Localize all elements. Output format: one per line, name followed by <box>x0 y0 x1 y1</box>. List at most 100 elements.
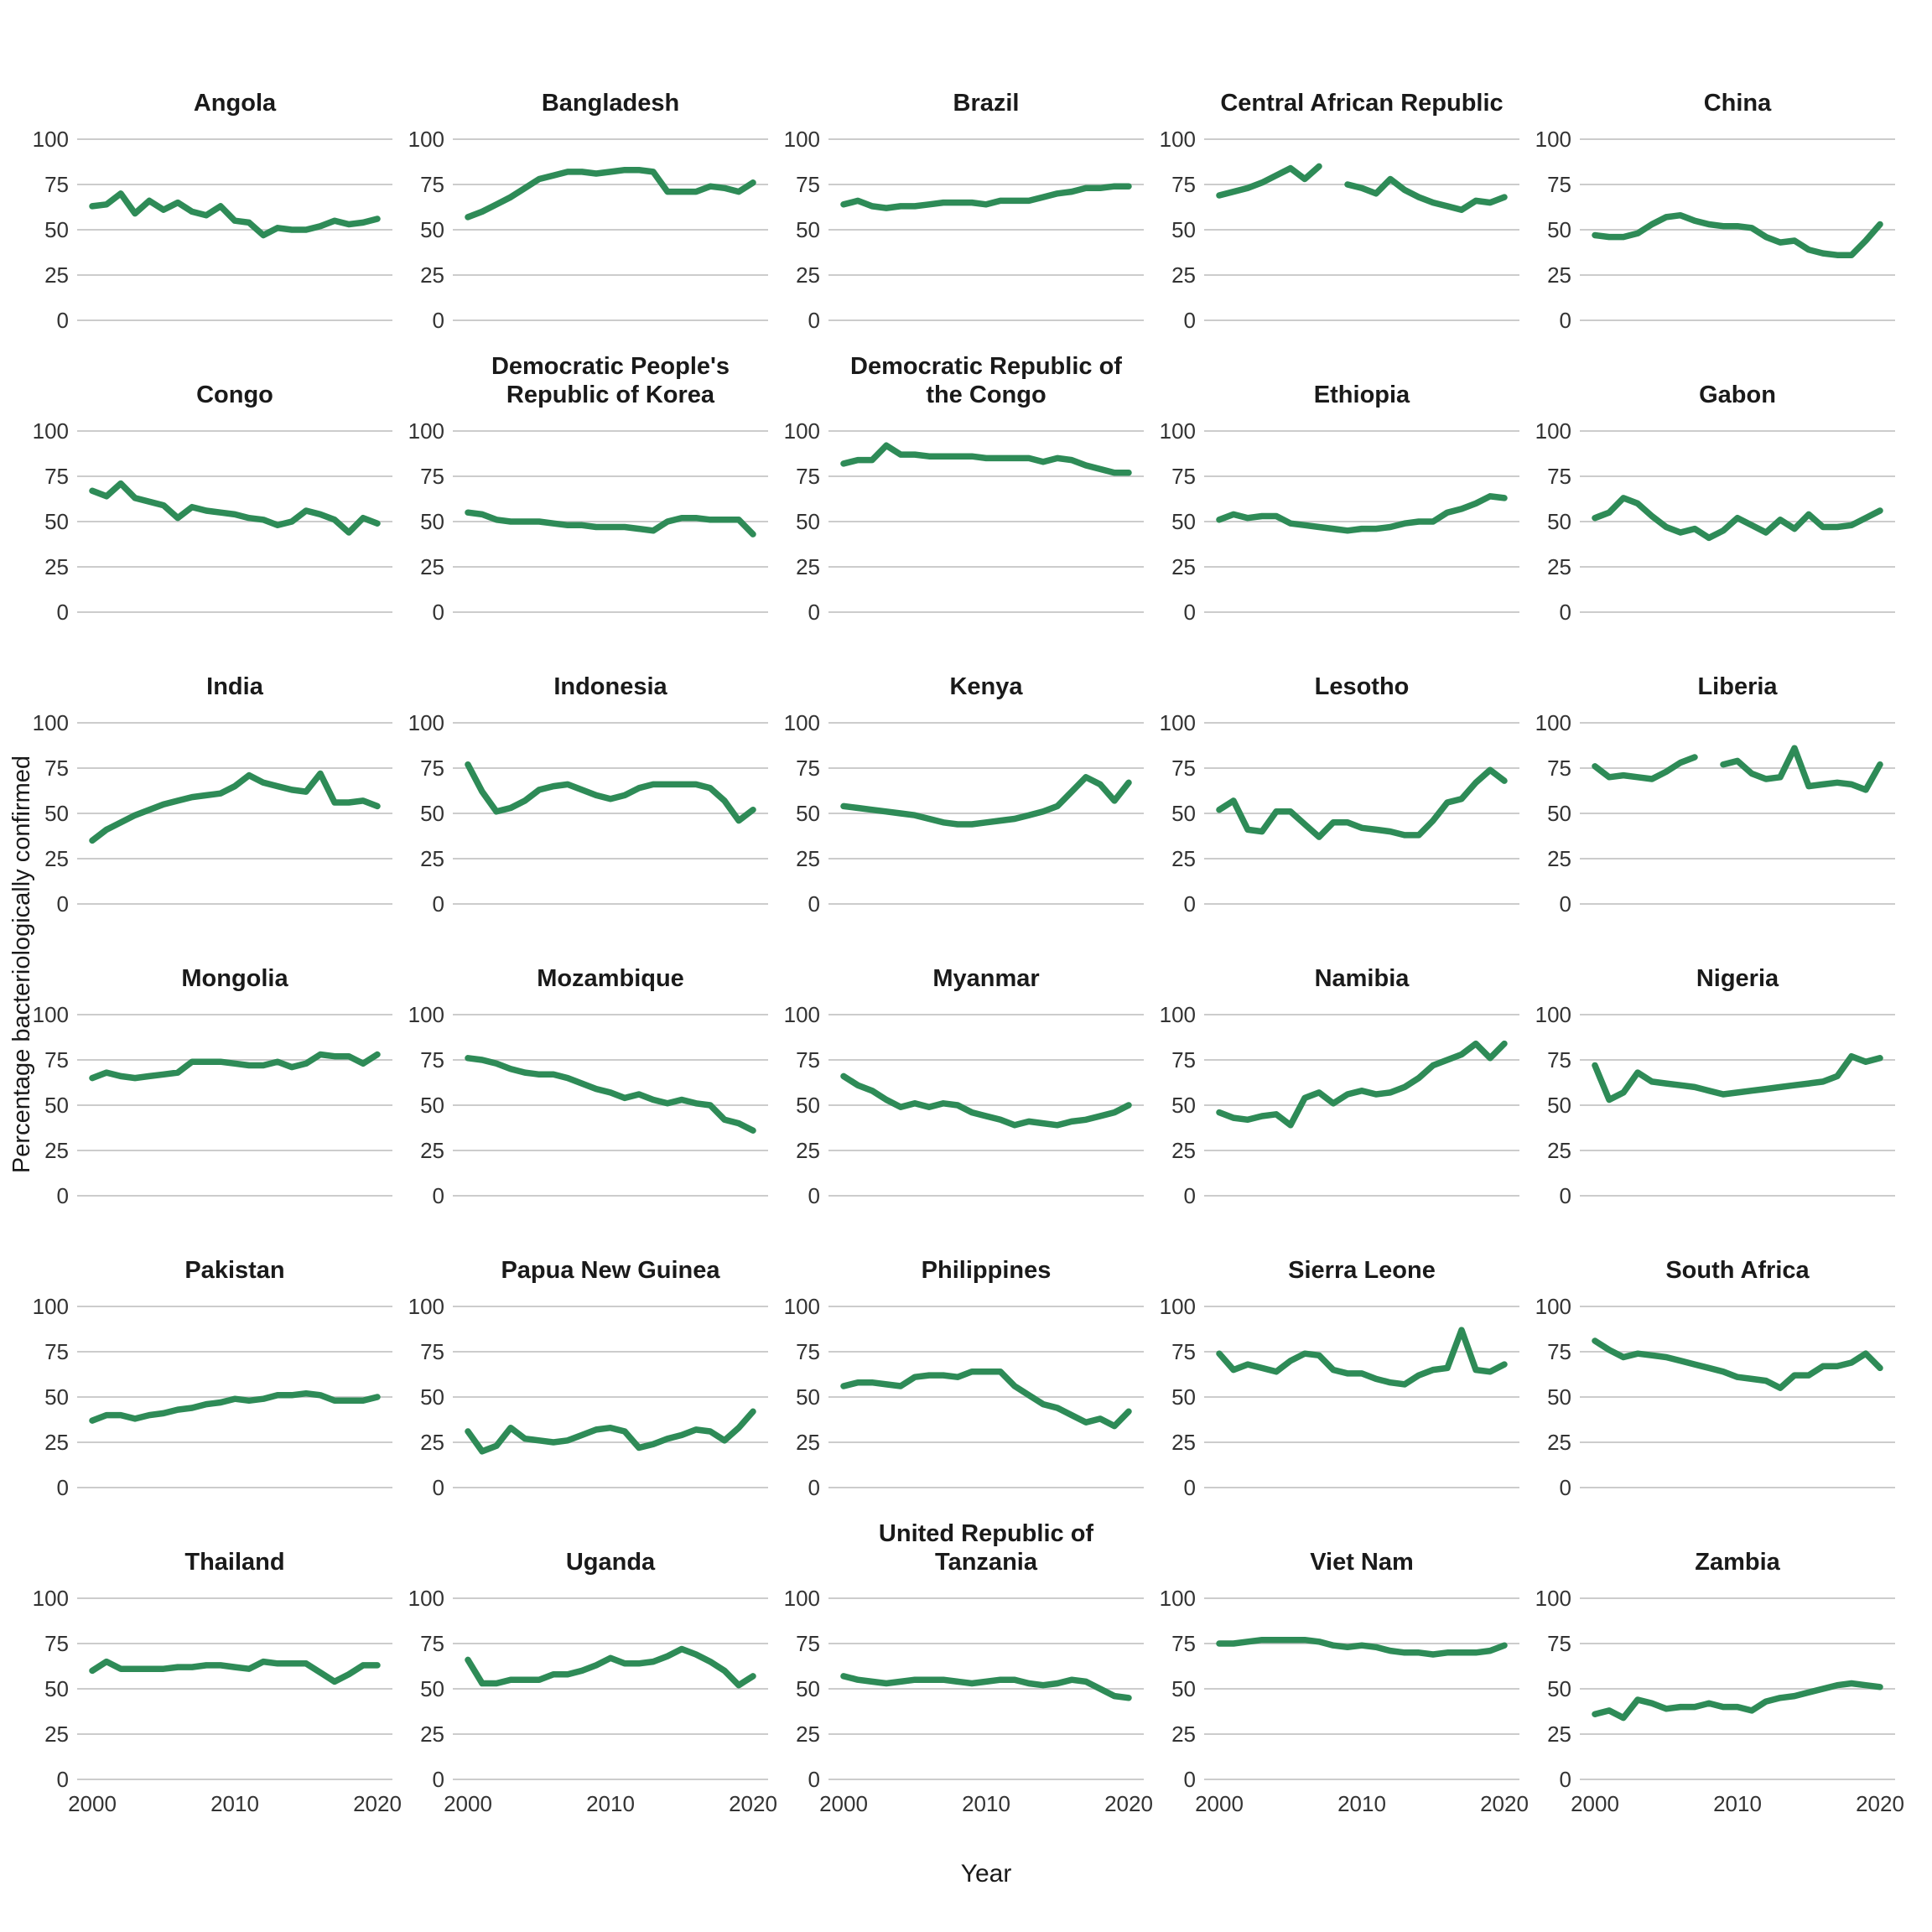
facet-panel: Myanmar 0 25 50 75 100 <box>776 914 1152 1208</box>
y-axis-ticks: 0 25 50 75 100 <box>1528 1003 1571 1208</box>
x-axis-tick-label: 2000 <box>68 1791 117 1816</box>
y-axis-tick-label: 25 <box>1547 554 1571 579</box>
y-axis-tick-label: 25 <box>796 1138 820 1163</box>
trend-line <box>465 1055 756 1134</box>
y-axis-title: Percentage bacteriologically confirmed <box>8 755 35 1174</box>
facet-panel: Democratic Republic of the Congo 0 25 50 75 1… <box>776 330 1152 624</box>
y-axis-ticks: 0 25 50 75 100 <box>776 711 820 916</box>
facet-panel: Uganda 0 25 50 75 100 2000 2010 2020 <box>401 1498 777 1816</box>
y-axis-tick-label: 75 <box>1171 756 1196 781</box>
y-axis-tick-label: 25 <box>1547 1138 1571 1163</box>
y-axis-ticks: 0 25 50 75 100 <box>1152 1003 1196 1208</box>
y-axis-tick-label: 75 <box>44 172 69 197</box>
y-axis-tick-label: 50 <box>796 1676 820 1701</box>
panel-plot-area <box>453 1306 768 1488</box>
y-axis-tick-label: 50 <box>796 801 820 826</box>
trend-line <box>1216 1636 1508 1658</box>
y-axis-tick-label: 50 <box>1547 801 1571 826</box>
y-axis-tick-label: 0 <box>56 1475 69 1500</box>
facet-panel: Brazil 0 25 50 75 100 <box>776 39 1152 332</box>
y-axis-tick-label: 75 <box>1171 464 1196 489</box>
y-axis-tick-label: 75 <box>796 756 820 781</box>
y-axis-tick-label: 100 <box>1159 1586 1196 1611</box>
y-axis-tick-label: 100 <box>32 418 69 444</box>
panel-title: Thailand <box>184 1549 285 1576</box>
y-axis-tick-label: 75 <box>420 1339 444 1364</box>
panel-title: Indonesia <box>553 673 667 700</box>
x-axis-tick-label: 2010 <box>1713 1791 1762 1816</box>
y-axis-tick-label: 0 <box>56 1183 69 1208</box>
panel-plot-area <box>1580 1306 1895 1488</box>
y-axis-tick-label: 75 <box>796 1047 820 1072</box>
y-axis-tick-label: 100 <box>783 710 820 735</box>
y-axis-tick-label: 0 <box>1183 308 1196 333</box>
facet-panel: Papua New Guinea 0 25 50 75 100 <box>401 1206 776 1499</box>
y-axis-tick-label: 100 <box>1159 1294 1196 1319</box>
y-axis-ticks: 0 25 50 75 100 <box>1152 1295 1196 1499</box>
y-axis-tick-label: 100 <box>783 1586 820 1611</box>
trend-line <box>465 166 756 221</box>
y-axis-ticks: 0 25 50 75 100 <box>1528 711 1571 916</box>
y-axis-tick-label: 25 <box>420 1430 444 1455</box>
y-axis-tick-label: 0 <box>432 600 444 625</box>
y-axis-tick-label: 25 <box>1547 1722 1571 1747</box>
panel-plot-area <box>453 722 768 905</box>
facet-panel: India 0 25 50 75 100 <box>25 622 401 916</box>
y-axis-tick-label: 50 <box>1547 1093 1571 1118</box>
panel-title: Mozambique <box>537 965 684 992</box>
y-axis-tick-label: 100 <box>32 710 69 735</box>
panel-plot-area <box>1580 430 1895 613</box>
y-axis-tick-label: 0 <box>56 308 69 333</box>
x-axis-tick-label: 2010 <box>210 1791 259 1816</box>
trend-line <box>1216 163 1322 199</box>
trend-line <box>840 442 1132 476</box>
y-axis-tick-label: 50 <box>1171 1676 1196 1701</box>
trend-line <box>1592 1337 1883 1391</box>
y-axis-tick-label: 50 <box>1171 1093 1196 1118</box>
panel-plot-area <box>453 1014 768 1197</box>
y-axis-tick-label: 25 <box>796 554 820 579</box>
facet-panel: Bangladesh 0 25 50 75 100 <box>401 39 776 332</box>
trend-line <box>1592 754 1698 782</box>
y-axis-ticks: 0 25 50 75 100 <box>1528 1587 1571 1791</box>
y-axis-tick-label: 0 <box>808 1767 820 1792</box>
facet-panel: Indonesia 0 25 50 75 100 <box>401 622 776 916</box>
panel-plot-area <box>828 430 1144 613</box>
trend-line <box>89 1658 381 1685</box>
y-axis-tick-label: 100 <box>783 1002 820 1027</box>
y-axis-ticks: 0 25 50 75 100 <box>776 127 820 332</box>
x-axis-ticks: 2000 2010 2020 <box>1195 1791 1529 1820</box>
panel-plot-area <box>1204 430 1519 613</box>
y-axis-tick-label: 75 <box>420 172 444 197</box>
panel-title: Central African Republic <box>1220 90 1504 117</box>
facet-panel: Central African Republic 0 25 50 75 100 <box>1152 39 1528 333</box>
facet-panel: Mongolia 0 25 50 75 100 <box>25 914 401 1208</box>
panel-plot-area <box>828 1014 1144 1197</box>
y-axis-tick-label: 100 <box>1159 127 1196 152</box>
panel-title: Liberia <box>1697 673 1778 700</box>
x-axis-tick-label: 2010 <box>1337 1791 1386 1816</box>
y-axis-tick-label: 100 <box>32 1002 69 1027</box>
panel-title: Nigeria <box>1696 965 1779 992</box>
y-axis-tick-label: 0 <box>1559 1767 1571 1792</box>
facet-panel: Lesotho 0 25 50 75 100 <box>1152 622 1528 916</box>
y-axis-tick-label: 50 <box>44 1384 69 1410</box>
trend-line <box>89 480 381 536</box>
y-axis-tick-label: 50 <box>796 1384 820 1410</box>
panel-plot-area <box>453 138 768 321</box>
y-axis-tick-label: 50 <box>44 801 69 826</box>
y-axis-tick-label: 50 <box>1547 1676 1571 1701</box>
y-axis-tick-label: 75 <box>1547 1339 1571 1364</box>
y-axis-tick-label: 25 <box>1547 1430 1571 1455</box>
y-axis-tick-label: 25 <box>1547 262 1571 288</box>
y-axis-tick-label: 100 <box>408 1586 444 1611</box>
y-axis-ticks: 0 25 50 75 100 <box>1152 1587 1196 1791</box>
y-axis-ticks: 0 25 50 75 100 <box>401 127 444 332</box>
y-axis-ticks: 0 25 50 75 100 <box>1528 1295 1571 1499</box>
panel-plot-area <box>77 1306 392 1488</box>
panel-title: Lesotho <box>1314 673 1410 700</box>
panel-title: Philippines <box>921 1257 1052 1284</box>
y-axis-tick-label: 75 <box>420 464 444 489</box>
facet-panel: Angola 0 25 50 75 100 <box>25 39 401 333</box>
y-axis-tick-label: 50 <box>420 509 444 534</box>
